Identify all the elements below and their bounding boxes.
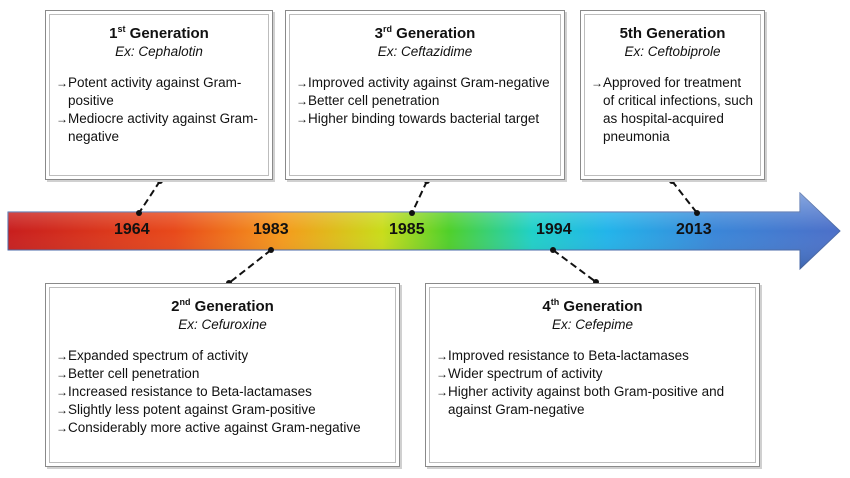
connector-2013 — [671, 180, 698, 214]
timeline-arrow — [7, 191, 841, 271]
connector-1994 — [552, 249, 597, 283]
arrow-icon: → — [436, 367, 448, 381]
generation-card-5: 5th Generation Ex: Ceftobiprole →Approve… — [580, 10, 765, 180]
year-label-1964: 1964 — [114, 221, 150, 238]
card-bullets: →Improved activity against Gram-negative… — [296, 74, 554, 128]
connector-dot — [268, 247, 274, 253]
list-item: →Considerably more active against Gram-n… — [56, 420, 361, 435]
arrow-icon: → — [296, 76, 308, 90]
card-example: Ex: Cefepime — [551, 317, 634, 332]
list-item: →Better cell penetration — [56, 366, 200, 381]
card-example: Ex: Ceftazidime — [377, 44, 473, 59]
list-item: →Wider spectrum of activity — [436, 366, 603, 381]
generation-card-2: 2nd Generation Ex: Cefuroxine →Expanded … — [45, 283, 400, 467]
arrow-icon: → — [436, 385, 448, 399]
arrow-icon: → — [56, 421, 68, 435]
card-title: 2nd Generation — [171, 297, 274, 316]
connector-dot — [694, 210, 700, 216]
arrow-icon: → — [591, 76, 603, 90]
list-item: →Improved resistance to Beta-lactamases — [436, 348, 689, 363]
list-item: →Expanded spectrum of activity — [56, 348, 249, 363]
list-item: →Improved activity against Gram-negative — [296, 75, 550, 90]
card-title: 1st Generation — [109, 24, 209, 43]
card-bullets: →Expanded spectrum of activity →Better c… — [56, 347, 389, 437]
connector-1985 — [411, 180, 428, 214]
list-item: →Increased resistance to Beta-lactamases — [56, 384, 312, 399]
connector-1964 — [138, 180, 161, 214]
arrow-icon: → — [56, 112, 68, 126]
generation-card-4: 4th Generation Ex: Cefepime →Improved re… — [425, 283, 760, 467]
card-title: 5th Generation — [619, 25, 726, 42]
connector-1983 — [228, 249, 272, 284]
list-item: →Potent activity against Gram-positive — [56, 75, 242, 108]
card-example: Ex: Cefuroxine — [178, 317, 267, 332]
list-item: →Better cell penetration — [296, 93, 440, 108]
list-item: →Approved for treatment of critical infe… — [591, 75, 754, 144]
arrow-icon: → — [56, 76, 68, 90]
card-example: Ex: Cephalotin — [115, 44, 203, 59]
connector-dot — [409, 210, 415, 216]
card-example: Ex: Ceftobiprole — [624, 44, 721, 59]
arrow-icon: → — [56, 367, 68, 381]
arrow-icon: → — [296, 94, 308, 108]
generation-card-1: 1st Generation Ex: Cephalotin →Potent ac… — [45, 10, 273, 180]
arrow-icon: → — [56, 385, 68, 399]
arrow-icon: → — [56, 349, 68, 363]
card-bullets: →Improved resistance to Beta-lactamases … — [436, 347, 749, 419]
card-bullets: →Potent activity against Gram-positive →… — [56, 74, 262, 146]
arrow-icon: → — [436, 349, 448, 363]
card-bullets: →Approved for treatment of critical infe… — [591, 74, 754, 146]
arrow-icon: → — [296, 112, 308, 126]
year-label-1994: 1994 — [536, 221, 572, 238]
connector-dot — [136, 210, 142, 216]
list-item: →Slightly less potent against Gram-posit… — [56, 402, 316, 417]
year-label-2013: 2013 — [676, 221, 712, 238]
card-title: 4th Generation — [542, 297, 643, 316]
list-item: →Higher binding towards bacterial target — [296, 111, 540, 126]
list-item: →Higher activity against both Gram-posit… — [436, 384, 725, 417]
arrow-icon: → — [56, 403, 68, 417]
generation-card-3: 3rd Generation Ex: Ceftazidime →Improved… — [285, 10, 565, 180]
connector-dot — [550, 247, 556, 253]
list-item: →Mediocre activity against Gram-negative — [56, 111, 258, 144]
year-label-1983: 1983 — [253, 221, 289, 238]
year-label-1985: 1985 — [389, 221, 425, 238]
card-title: 3rd Generation — [374, 24, 476, 43]
